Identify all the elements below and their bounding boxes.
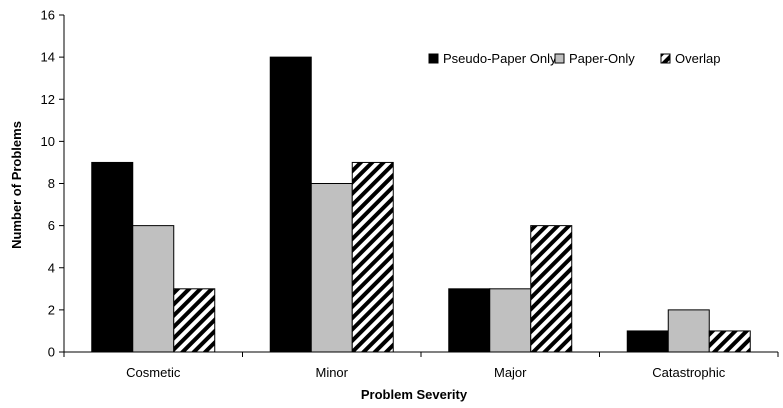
bar <box>310 183 353 353</box>
y-axis-title: Number of Problems <box>9 121 24 249</box>
y-tick-label: 0 <box>48 345 55 360</box>
bar <box>448 288 491 353</box>
y-tick-label: 12 <box>41 92 55 107</box>
y-tick-label: 6 <box>48 218 55 233</box>
legend-label: Pseudo-Paper Only <box>443 51 557 66</box>
legend-label: Paper-Only <box>569 51 635 66</box>
legend-swatch <box>428 53 439 64</box>
legend-swatch <box>660 53 671 64</box>
legend: Pseudo-Paper Only Paper-Only Overlap <box>428 51 721 66</box>
x-axis-title: Problem Severity <box>361 387 468 402</box>
x-tick-label: Major <box>494 365 527 380</box>
axes: 0 2 4 6 8 10 12 14 16 Cosmetic Minor Major Catastrop… <box>41 8 779 380</box>
y-tick-label: 8 <box>48 176 55 191</box>
bar <box>530 225 573 353</box>
bar <box>132 225 175 353</box>
bar <box>351 161 394 353</box>
y-tick-label: 14 <box>41 50 55 65</box>
bars <box>91 56 751 353</box>
bar <box>269 56 312 353</box>
legend-swatch <box>554 53 565 64</box>
x-tick-label: Minor <box>315 365 348 380</box>
bar <box>91 161 134 353</box>
x-tick-label: Catastrophic <box>652 365 725 380</box>
bar <box>708 330 751 353</box>
y-tick-label: 10 <box>41 134 55 149</box>
bar <box>626 330 669 353</box>
y-tick-label: 16 <box>41 8 55 23</box>
legend-label: Overlap <box>675 51 721 66</box>
bar <box>489 288 532 353</box>
bar <box>667 309 710 353</box>
y-tick-label: 4 <box>48 260 55 275</box>
y-tick-label: 2 <box>48 302 55 317</box>
bar <box>173 288 216 353</box>
x-tick-label: Cosmetic <box>126 365 181 380</box>
